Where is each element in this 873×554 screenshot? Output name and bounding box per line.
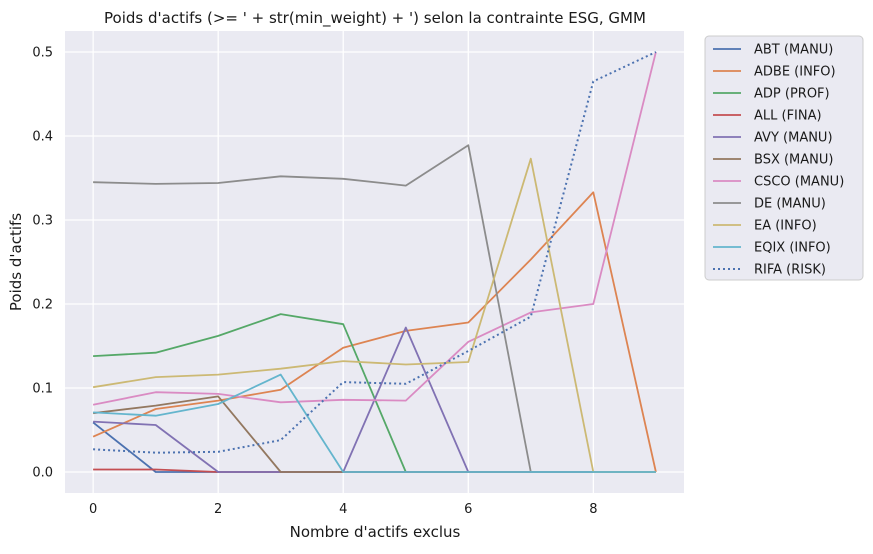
series-line-csco bbox=[92, 51, 657, 406]
y-tick-label: 0.1 bbox=[32, 382, 53, 397]
x-tick-label: 6 bbox=[464, 502, 472, 517]
series-line-adbe bbox=[92, 191, 657, 473]
series-line-eqix bbox=[93, 373, 656, 473]
x-tick-label: 8 bbox=[589, 502, 597, 517]
y-tick-label: 0.0 bbox=[32, 466, 53, 481]
legend-label: DE (MANU) bbox=[754, 197, 826, 212]
x-axis-label: Nombre d'actifs exclus bbox=[290, 523, 461, 541]
y-tick-label: 0.2 bbox=[32, 298, 53, 313]
plot-area bbox=[65, 31, 684, 493]
legend-label: CSCO (MANU) bbox=[754, 175, 844, 190]
legend-label: ABT (MANU) bbox=[754, 43, 833, 58]
tick-labels: 0 2 4 6 8 0.0 0.1 0.2 0.3 0.4 0.5 bbox=[32, 46, 597, 518]
y-tick-label: 0.4 bbox=[32, 130, 53, 145]
legend-label: ADP (PROF) bbox=[754, 87, 830, 102]
legend-label: EA (INFO) bbox=[754, 219, 817, 234]
y-tick-label: 0.5 bbox=[32, 46, 53, 61]
y-tick-label: 0.3 bbox=[32, 214, 53, 229]
legend-box bbox=[704, 35, 864, 281]
legend-label: BSX (MANU) bbox=[754, 153, 833, 168]
legend-label: RIFA (RISK) bbox=[754, 263, 826, 278]
legend-label: AVY (MANU) bbox=[754, 131, 833, 146]
legend-label: ALL (FINA) bbox=[754, 109, 822, 124]
x-tick-label: 0 bbox=[89, 502, 97, 517]
x-tick-label: 2 bbox=[214, 502, 222, 517]
legend-label: EQIX (INFO) bbox=[754, 241, 831, 256]
legend: ABT (MANU) ADBE (INFO) ADP (PROF) ALL (FINA… bbox=[704, 35, 864, 281]
series-line-rifa bbox=[93, 51, 657, 454]
series-line-ea bbox=[92, 157, 656, 473]
x-tick-label: 4 bbox=[339, 502, 347, 517]
legend-label: ADBE (INFO) bbox=[754, 65, 836, 80]
series-lines bbox=[92, 51, 657, 473]
y-axis-label: Poids d'actifs bbox=[7, 213, 25, 311]
chart-title: Poids d'actifs (>= ' + str(min_weight) +… bbox=[104, 9, 646, 28]
